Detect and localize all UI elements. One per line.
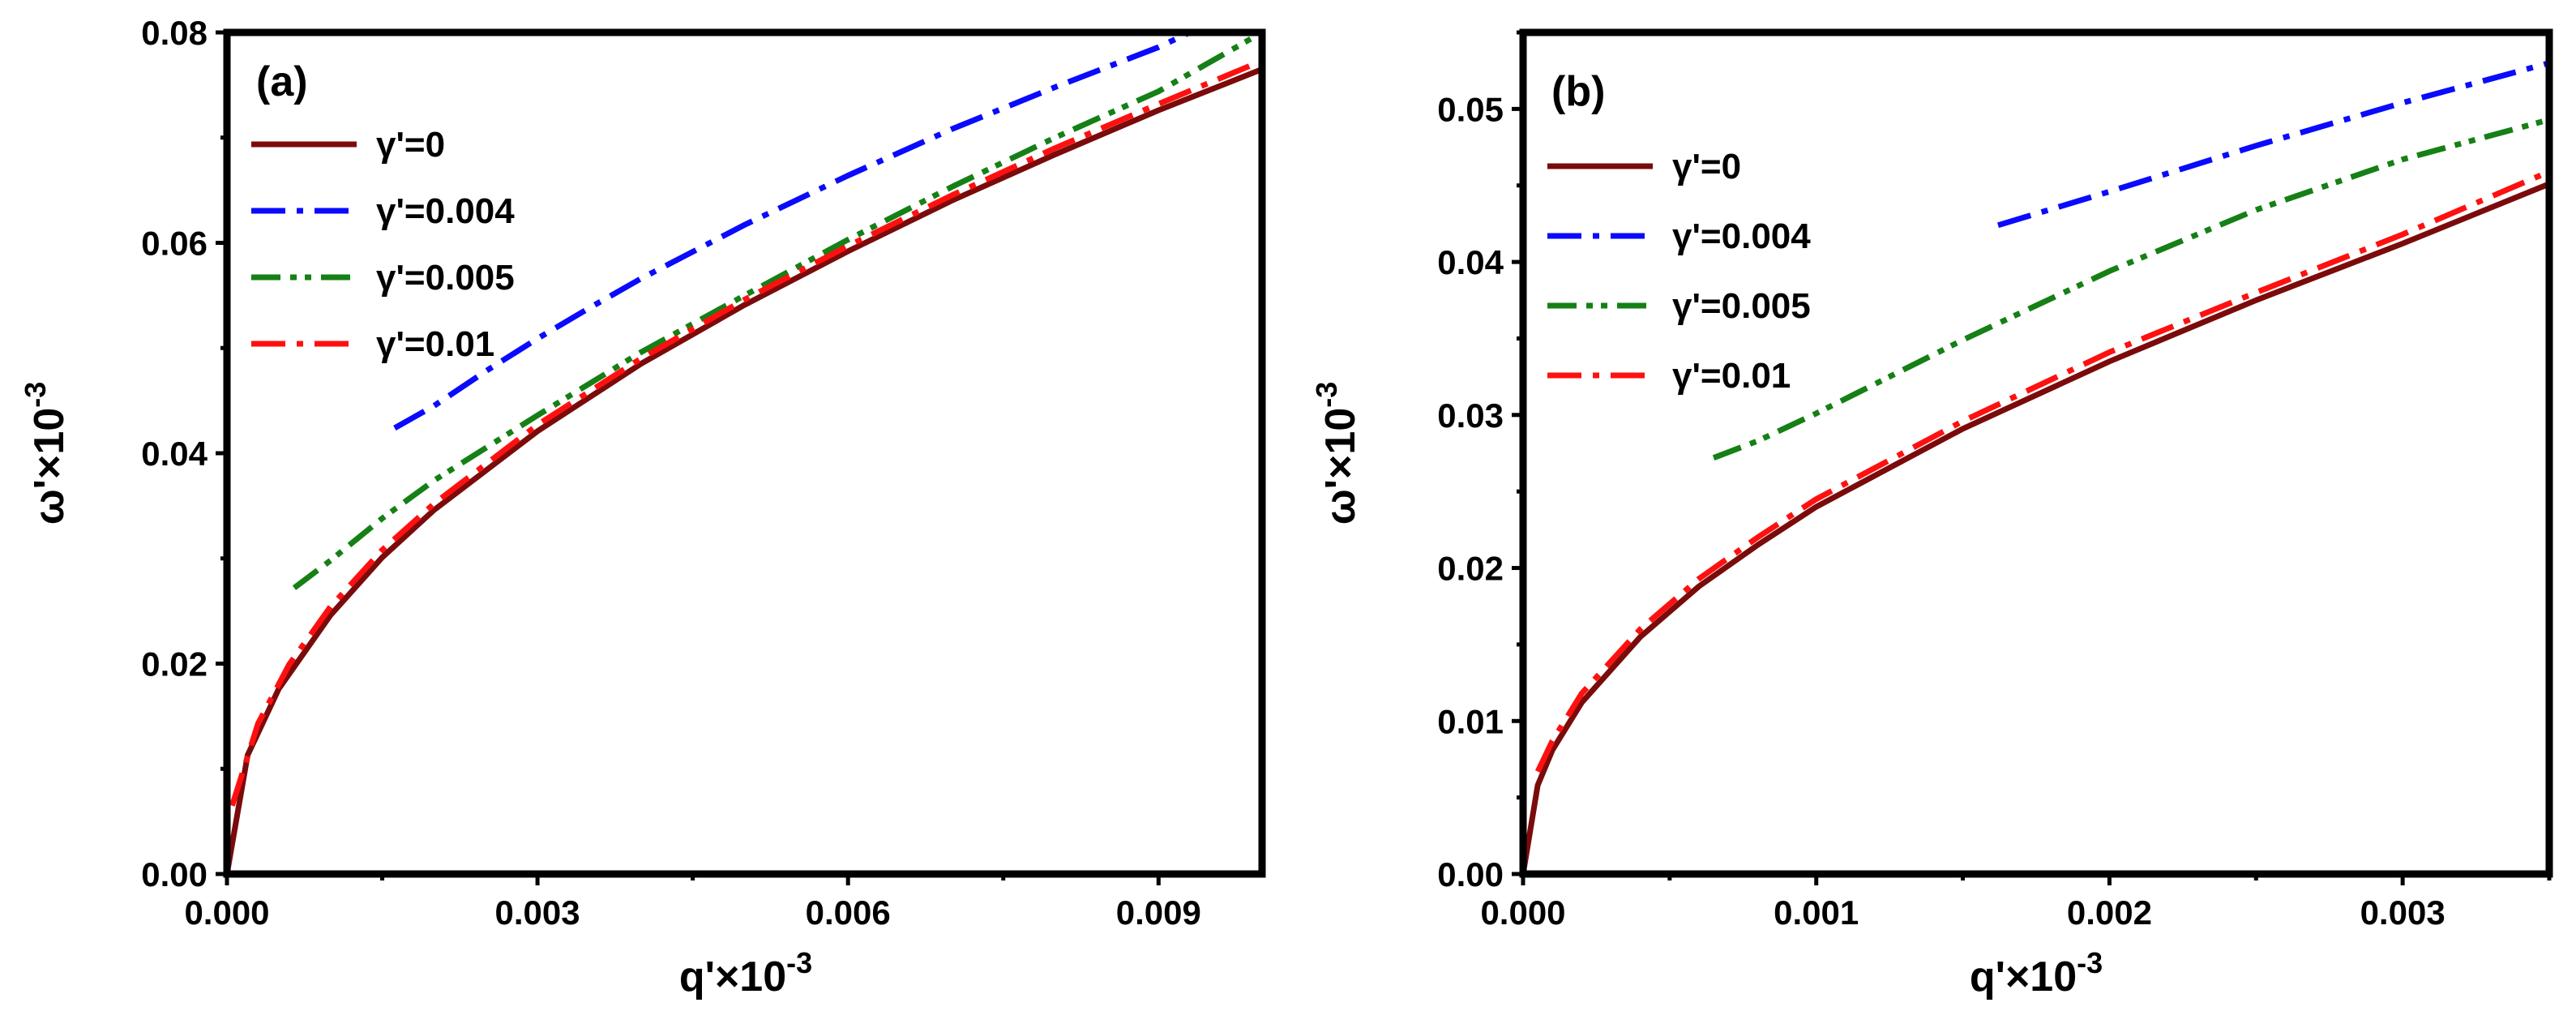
legend-label: γ'=0.01 [376,324,494,364]
y-tick-label: 0.04 [1437,243,1504,281]
x-tick-label: 0.003 [495,893,580,932]
panel-label: (b) [1551,68,1605,115]
y-tick-label: 0.05 [1437,90,1504,128]
x-axis-title-sup: -3 [2077,946,2103,979]
series-line-a-1 [393,32,1192,431]
y-tick-label: 0.08 [141,14,208,52]
y-tick-label: 0.00 [1437,855,1504,893]
legend-label: γ'=0 [376,125,445,165]
x-tick-label: 0.003 [2360,893,2445,932]
y-tick-label: 0.04 [141,435,208,473]
legend-label: γ'=0.005 [376,258,515,298]
series-group-a [227,32,1262,874]
legend-a: γ'=0 γ'=0.004 γ'=0.005 γ'=0.01 [251,125,515,364]
legend-label: γ'=0.01 [1672,356,1791,396]
x-axis-title-sup: -3 [786,946,812,979]
x-tick-label: 0.000 [184,893,269,932]
y-tick-label: 0.03 [1437,396,1504,435]
y-axis-title-sup: -3 [19,382,52,408]
y-axis-title: ω'×10-3 [1310,382,1364,525]
y-axis-title-main: ω'×10 [1317,408,1364,525]
x-tick-label: 0.002 [2067,893,2152,932]
series-line-b-0 [1523,181,2549,874]
x-tick-label: 0.009 [1116,893,1201,932]
y-tick-label: 0.02 [1437,550,1504,588]
y-tick-label: 0.00 [141,855,208,893]
series-line-a-0 [227,66,1262,874]
x-tick-label: 0.006 [806,893,891,932]
x-tick-label: 0.000 [1480,893,1565,932]
chart-a-svg: 0.000 0.003 0.006 0.009 0.00 0.02 0.04 0.06 0.08… [19,14,1266,1000]
series-group-b [1523,60,2549,874]
x-axis-title-main: q'×10 [679,953,786,1000]
legend-label: γ'=0 [1672,147,1741,186]
y-axis-title-main: ω'×10 [26,408,73,525]
chart-panel-a: 0.000 0.003 0.006 0.009 0.00 0.02 0.04 0.06 0.08… [19,14,1266,1000]
y-tick-label: 0.06 [141,225,208,263]
legend-b: γ'=0 γ'=0.004 γ'=0.005 γ'=0.01 [1547,147,1811,396]
series-line-a-3 [229,58,1262,807]
plot-frame-b [1519,28,2553,878]
legend-label: γ'=0.004 [376,191,515,231]
chart-b-svg: 0.000 0.001 0.002 0.003 0.00 0.01 0.02 0.03 0.04… [1310,28,2553,1000]
y-tick-label: 0.01 [1437,702,1504,740]
series-line-b-1 [1996,60,2549,229]
x-axis-title: q'×10-3 [1970,946,2103,1000]
chart-panel-b: 0.000 0.001 0.002 0.003 0.00 0.01 0.02 0.03 0.04… [1288,0,2576,1024]
series-line-b-3 [1534,169,2549,773]
y-axis-title-sup: -3 [1310,382,1343,408]
panel-label: (a) [256,58,308,105]
x-tick-label: 0.001 [1774,893,1859,932]
x-axis-title: q'×10-3 [679,946,812,1000]
legend-label: γ'=0.004 [1672,216,1811,256]
y-tick-label: 0.02 [141,645,208,683]
legend-label: γ'=0.005 [1672,286,1811,326]
series-line-b-2 [1712,117,2549,461]
y-axis-title: ω'×10-3 [19,382,73,525]
x-axis-title-main: q'×10 [1970,953,2077,1000]
